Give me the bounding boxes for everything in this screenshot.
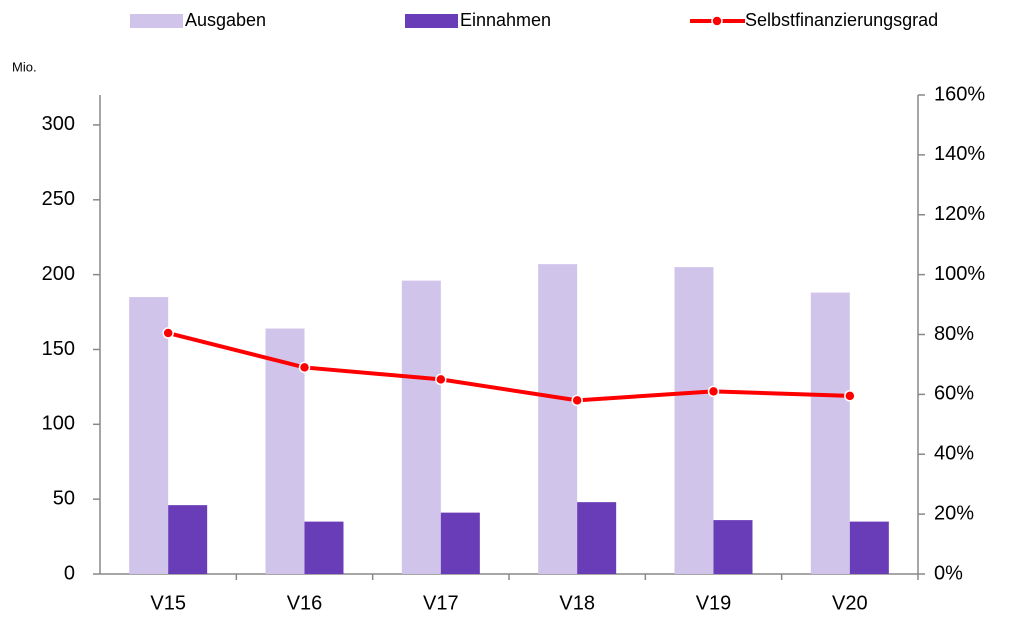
bar — [674, 267, 714, 574]
y2-tick-label: 140% — [934, 143, 985, 165]
x-tick-label: V17 — [423, 592, 459, 614]
y-tick-label: 300 — [42, 113, 75, 135]
line-marker — [435, 373, 447, 386]
y-tick-label: 0 — [64, 562, 75, 584]
y2-tick-label: 100% — [934, 263, 985, 285]
bar — [810, 292, 850, 574]
bar — [713, 520, 753, 574]
line-marker — [298, 361, 311, 374]
bar — [440, 512, 480, 574]
x-tick-label: V20 — [832, 592, 868, 614]
legend-label: Ausgaben — [185, 10, 266, 30]
y2-tick-label: 0% — [934, 562, 963, 584]
bar — [538, 264, 578, 574]
legend-label: Selbstfinanzierungsgrad — [745, 10, 938, 30]
x-tick-label: V19 — [696, 592, 732, 614]
line-series — [167, 331, 850, 403]
line-marker — [571, 394, 583, 407]
y2-tick-label: 120% — [934, 203, 985, 225]
legend-swatch — [130, 14, 183, 28]
line-marker — [707, 385, 720, 398]
legend-marker — [711, 15, 723, 27]
legend-swatch — [405, 14, 458, 28]
y-tick-label: 200 — [42, 263, 75, 285]
line-marker — [844, 390, 856, 402]
y2-tick-label: 40% — [934, 443, 974, 465]
y-axis-unit: Mio. — [12, 59, 37, 74]
y-tick-label: 100 — [42, 413, 75, 435]
bar — [401, 280, 441, 574]
bar — [265, 328, 305, 574]
bar — [304, 521, 344, 574]
legend-label: Einnahmen — [460, 10, 551, 30]
x-tick-label: V15 — [150, 592, 186, 614]
bar — [168, 505, 208, 574]
y2-tick-label: 80% — [934, 323, 974, 345]
x-tick-label: V18 — [559, 592, 595, 614]
y2-tick-label: 20% — [934, 502, 974, 524]
x-tick-label: V16 — [287, 592, 323, 614]
line-marker — [162, 327, 174, 339]
y2-tick-label: 160% — [934, 83, 985, 105]
bar — [577, 502, 617, 574]
bar — [849, 521, 889, 574]
y-tick-label: 50 — [53, 487, 75, 509]
bar — [129, 297, 169, 574]
y-tick-label: 250 — [42, 188, 75, 210]
y-tick-label: 150 — [42, 338, 75, 360]
y2-tick-label: 60% — [934, 383, 974, 405]
